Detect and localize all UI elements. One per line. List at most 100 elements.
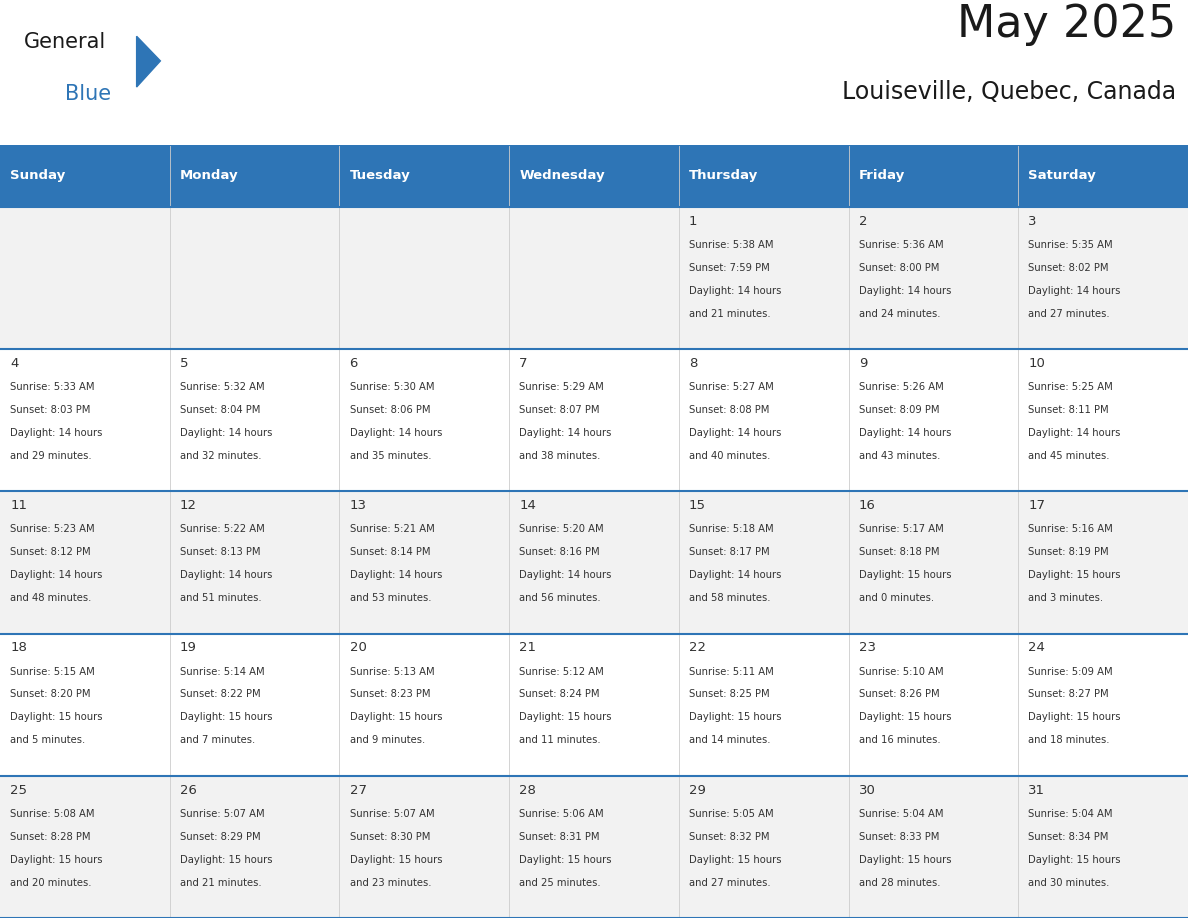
Text: Daylight: 15 hours: Daylight: 15 hours xyxy=(1029,570,1121,580)
Text: Sunrise: 5:20 AM: Sunrise: 5:20 AM xyxy=(519,524,604,534)
Text: Sunrise: 5:27 AM: Sunrise: 5:27 AM xyxy=(689,382,773,392)
Bar xyxy=(0,145,170,207)
Text: Daylight: 15 hours: Daylight: 15 hours xyxy=(859,712,952,722)
Text: Sunrise: 5:38 AM: Sunrise: 5:38 AM xyxy=(689,240,773,250)
Text: 5: 5 xyxy=(179,357,189,370)
Text: and 29 minutes.: and 29 minutes. xyxy=(11,451,91,461)
Text: Sunset: 8:16 PM: Sunset: 8:16 PM xyxy=(519,547,600,557)
Text: 22: 22 xyxy=(689,642,706,655)
Text: 21: 21 xyxy=(519,642,536,655)
Text: Daylight: 14 hours: Daylight: 14 hours xyxy=(349,570,442,580)
Bar xyxy=(510,145,678,207)
Text: Daylight: 14 hours: Daylight: 14 hours xyxy=(1029,285,1120,296)
Text: Daylight: 15 hours: Daylight: 15 hours xyxy=(689,712,782,722)
Text: Sunrise: 5:06 AM: Sunrise: 5:06 AM xyxy=(519,809,604,819)
Text: Daylight: 14 hours: Daylight: 14 hours xyxy=(859,285,952,296)
Text: Daylight: 15 hours: Daylight: 15 hours xyxy=(1029,855,1121,865)
Text: Daylight: 14 hours: Daylight: 14 hours xyxy=(689,428,782,438)
Text: Sunrise: 5:35 AM: Sunrise: 5:35 AM xyxy=(1029,240,1113,250)
Text: 4: 4 xyxy=(11,357,19,370)
Text: Sunset: 8:29 PM: Sunset: 8:29 PM xyxy=(179,832,260,842)
Text: Saturday: Saturday xyxy=(1029,170,1097,183)
Text: Sunset: 8:07 PM: Sunset: 8:07 PM xyxy=(519,405,600,415)
Text: Sunset: 8:02 PM: Sunset: 8:02 PM xyxy=(1029,263,1108,273)
Text: and 21 minutes.: and 21 minutes. xyxy=(689,308,771,319)
Text: and 48 minutes.: and 48 minutes. xyxy=(11,593,91,603)
Text: and 53 minutes.: and 53 minutes. xyxy=(349,593,431,603)
Text: Sunset: 8:22 PM: Sunset: 8:22 PM xyxy=(179,689,260,700)
Text: and 3 minutes.: and 3 minutes. xyxy=(1029,593,1104,603)
Text: 19: 19 xyxy=(179,642,197,655)
Text: Sunrise: 5:04 AM: Sunrise: 5:04 AM xyxy=(1029,809,1113,819)
Text: 3: 3 xyxy=(1029,215,1037,228)
Text: Sunset: 8:24 PM: Sunset: 8:24 PM xyxy=(519,689,600,700)
Text: and 32 minutes.: and 32 minutes. xyxy=(179,451,261,461)
Text: 24: 24 xyxy=(1029,642,1045,655)
Text: and 38 minutes.: and 38 minutes. xyxy=(519,451,601,461)
Text: Sunrise: 5:17 AM: Sunrise: 5:17 AM xyxy=(859,524,943,534)
Text: Sunrise: 5:14 AM: Sunrise: 5:14 AM xyxy=(179,666,265,677)
Text: General: General xyxy=(24,32,106,52)
Text: 12: 12 xyxy=(179,499,197,512)
Text: and 35 minutes.: and 35 minutes. xyxy=(349,451,431,461)
Text: 9: 9 xyxy=(859,357,867,370)
Text: Sunset: 7:59 PM: Sunset: 7:59 PM xyxy=(689,263,770,273)
Text: and 16 minutes.: and 16 minutes. xyxy=(859,735,941,745)
Text: Daylight: 15 hours: Daylight: 15 hours xyxy=(1029,712,1121,722)
Text: Louiseville, Quebec, Canada: Louiseville, Quebec, Canada xyxy=(842,80,1176,104)
Text: Daylight: 15 hours: Daylight: 15 hours xyxy=(689,855,782,865)
Text: and 14 minutes.: and 14 minutes. xyxy=(689,735,771,745)
Text: Sunrise: 5:25 AM: Sunrise: 5:25 AM xyxy=(1029,382,1113,392)
Bar xyxy=(1018,145,1188,207)
Text: Daylight: 14 hours: Daylight: 14 hours xyxy=(179,570,272,580)
Text: Sunset: 8:03 PM: Sunset: 8:03 PM xyxy=(11,405,90,415)
Text: Daylight: 15 hours: Daylight: 15 hours xyxy=(349,712,442,722)
Text: Sunset: 8:32 PM: Sunset: 8:32 PM xyxy=(689,832,770,842)
Text: 16: 16 xyxy=(859,499,876,512)
Text: and 23 minutes.: and 23 minutes. xyxy=(349,878,431,888)
Text: 11: 11 xyxy=(11,499,27,512)
Text: and 11 minutes.: and 11 minutes. xyxy=(519,735,601,745)
Text: Sunrise: 5:15 AM: Sunrise: 5:15 AM xyxy=(11,666,95,677)
Text: 13: 13 xyxy=(349,499,367,512)
Text: and 0 minutes.: and 0 minutes. xyxy=(859,593,934,603)
Text: Friday: Friday xyxy=(859,170,905,183)
Bar xyxy=(0,633,1188,776)
Text: Daylight: 15 hours: Daylight: 15 hours xyxy=(179,855,272,865)
Text: 28: 28 xyxy=(519,783,536,797)
Text: Sunrise: 5:11 AM: Sunrise: 5:11 AM xyxy=(689,666,773,677)
Text: and 27 minutes.: and 27 minutes. xyxy=(1029,308,1110,319)
Text: Sunset: 8:28 PM: Sunset: 8:28 PM xyxy=(11,832,90,842)
Text: Sunset: 8:23 PM: Sunset: 8:23 PM xyxy=(349,689,430,700)
Text: Sunrise: 5:07 AM: Sunrise: 5:07 AM xyxy=(179,809,265,819)
Text: and 28 minutes.: and 28 minutes. xyxy=(859,878,940,888)
Text: Sunrise: 5:23 AM: Sunrise: 5:23 AM xyxy=(11,524,95,534)
Bar xyxy=(848,145,1018,207)
Text: Sunset: 8:08 PM: Sunset: 8:08 PM xyxy=(689,405,770,415)
Text: and 43 minutes.: and 43 minutes. xyxy=(859,451,940,461)
Text: Sunset: 8:13 PM: Sunset: 8:13 PM xyxy=(179,547,260,557)
Text: 27: 27 xyxy=(349,783,367,797)
Text: 25: 25 xyxy=(11,783,27,797)
Text: 29: 29 xyxy=(689,783,706,797)
Text: Sunrise: 5:30 AM: Sunrise: 5:30 AM xyxy=(349,382,434,392)
Bar xyxy=(0,349,1188,491)
Text: and 56 minutes.: and 56 minutes. xyxy=(519,593,601,603)
Text: Daylight: 15 hours: Daylight: 15 hours xyxy=(859,855,952,865)
Text: Sunrise: 5:04 AM: Sunrise: 5:04 AM xyxy=(859,809,943,819)
Text: Sunrise: 5:33 AM: Sunrise: 5:33 AM xyxy=(11,382,95,392)
Text: Sunrise: 5:32 AM: Sunrise: 5:32 AM xyxy=(179,382,265,392)
Bar xyxy=(340,145,510,207)
Text: Daylight: 15 hours: Daylight: 15 hours xyxy=(349,855,442,865)
Text: and 40 minutes.: and 40 minutes. xyxy=(689,451,770,461)
Text: and 24 minutes.: and 24 minutes. xyxy=(859,308,940,319)
Text: and 25 minutes.: and 25 minutes. xyxy=(519,878,601,888)
Bar xyxy=(678,145,848,207)
Text: 31: 31 xyxy=(1029,783,1045,797)
Text: and 21 minutes.: and 21 minutes. xyxy=(179,878,261,888)
Text: Sunset: 8:09 PM: Sunset: 8:09 PM xyxy=(859,405,940,415)
Bar xyxy=(170,145,340,207)
Text: 23: 23 xyxy=(859,642,876,655)
Text: Daylight: 15 hours: Daylight: 15 hours xyxy=(11,712,102,722)
Text: Sunrise: 5:05 AM: Sunrise: 5:05 AM xyxy=(689,809,773,819)
